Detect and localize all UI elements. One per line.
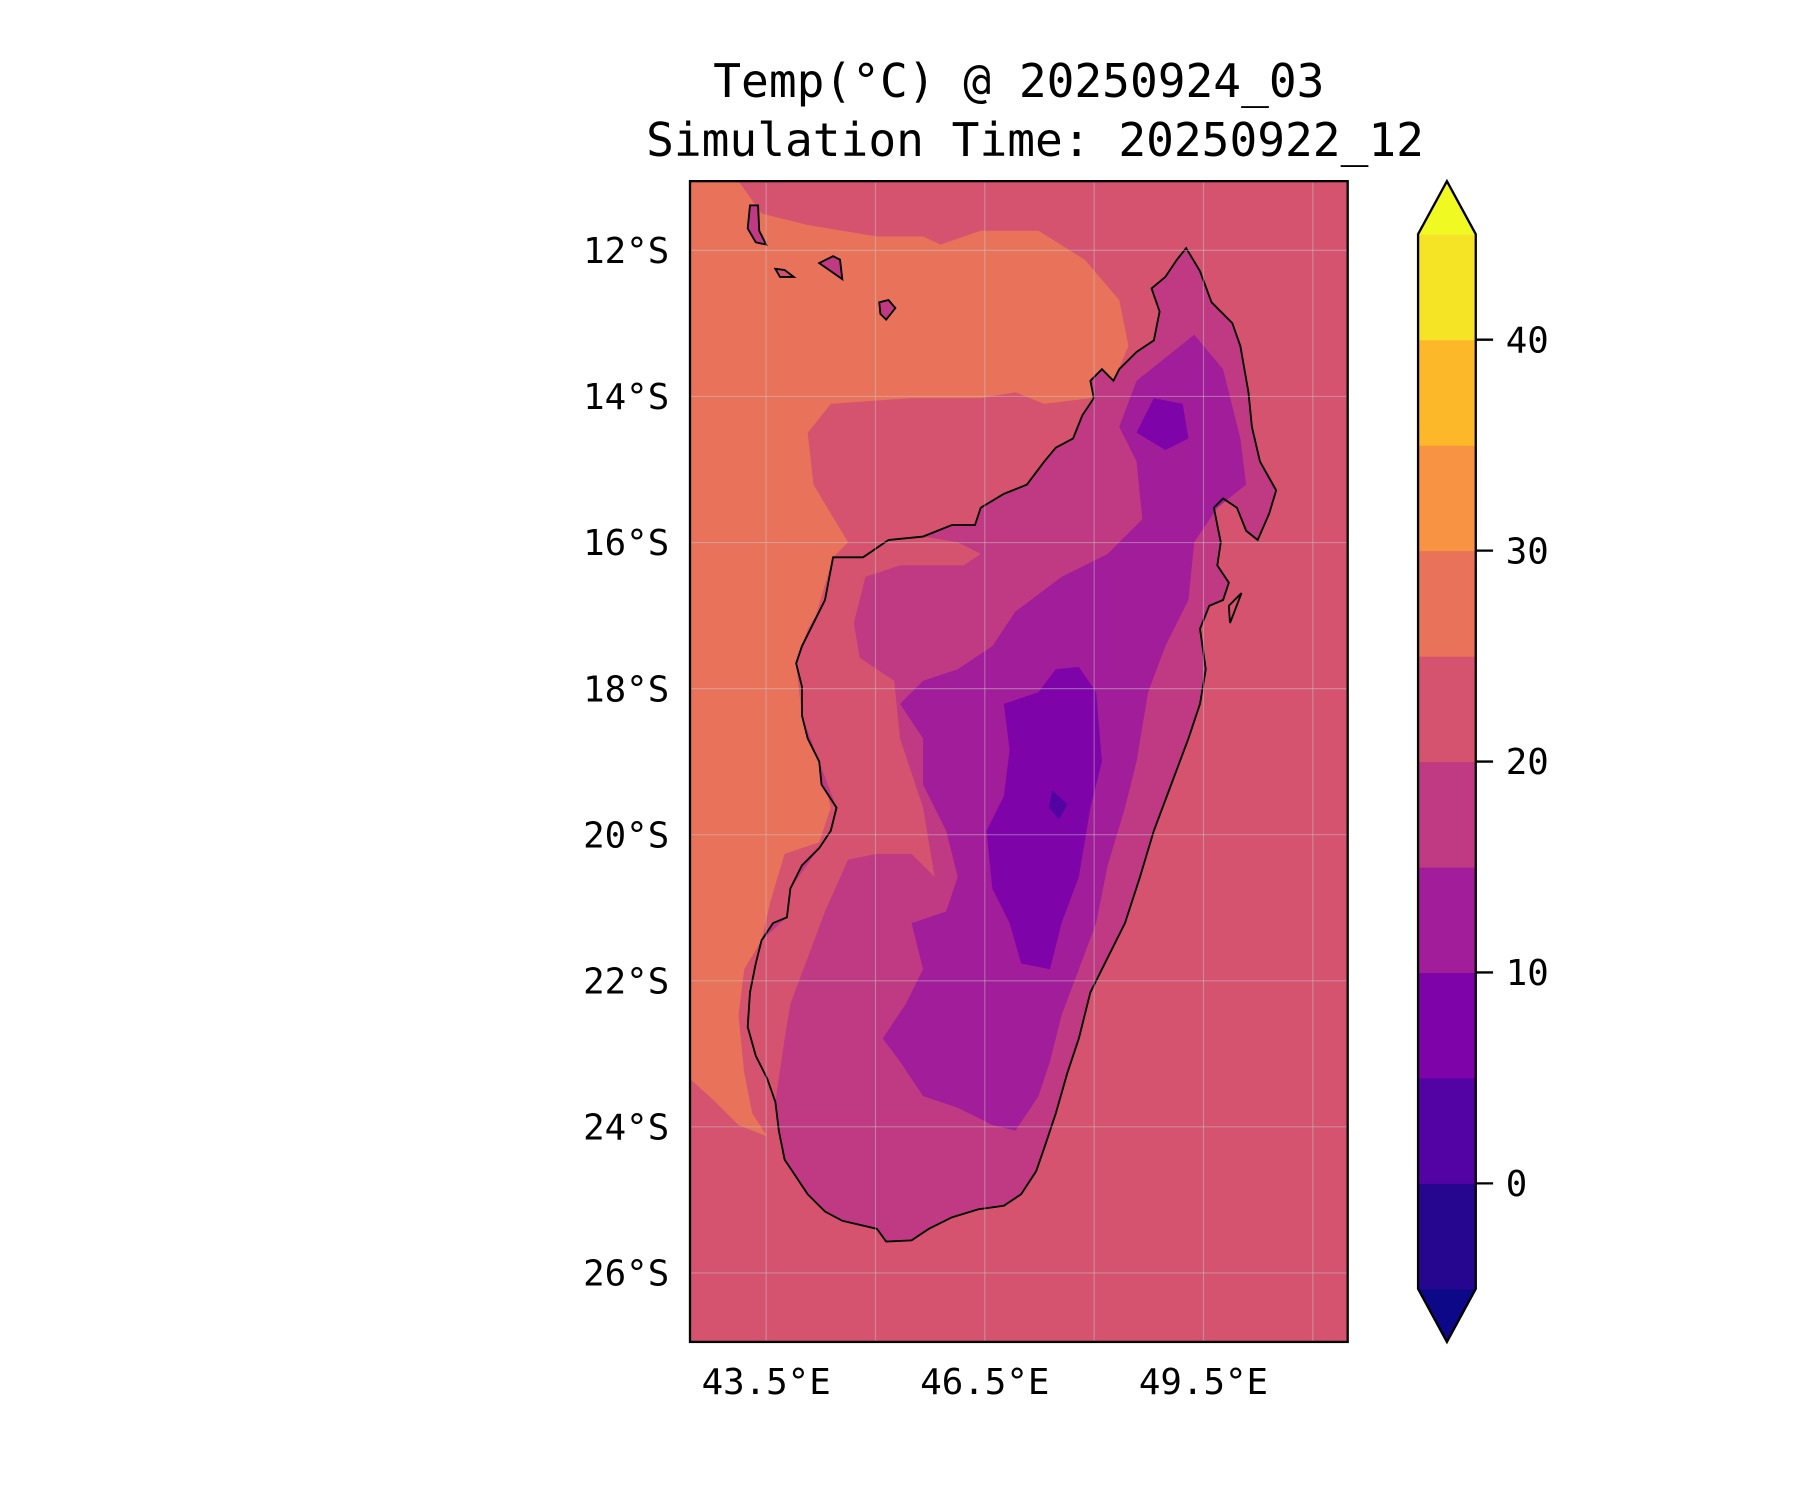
map-area xyxy=(689,181,1348,1342)
colorbar-extend-under xyxy=(1418,1288,1476,1342)
colorbar-segment xyxy=(1418,656,1476,763)
land-band-0-5 xyxy=(1048,790,1068,820)
colorbar-segment xyxy=(1418,1183,1476,1290)
ocean-band-25-30-west xyxy=(689,181,1129,1137)
colorbar-segment xyxy=(1418,1077,1476,1184)
lat-tick-label: 22°S xyxy=(583,961,669,1002)
colorbar-extend-over xyxy=(1418,181,1476,235)
lat-tick-label: 20°S xyxy=(583,815,669,856)
colorbar-segment xyxy=(1418,867,1476,974)
lat-tick-label: 12°S xyxy=(583,231,669,272)
colorbar-tick-label: 30 xyxy=(1506,531,1549,572)
chart-title-line-2: Simulation Time: 20250922_12 xyxy=(646,113,1424,167)
colorbar-tick-label: 10 xyxy=(1506,953,1549,994)
colorbar-tick-label: 40 xyxy=(1506,320,1549,361)
land-band-5-10 xyxy=(986,398,1189,970)
land-band-20-25-west-coast xyxy=(747,536,981,1102)
lon-tick-label: 46.5°E xyxy=(920,1362,1049,1403)
chart-title-line-1: Temp(°C) @ 20250924_03 xyxy=(713,54,1324,108)
lat-tick-label: 26°S xyxy=(583,1254,669,1295)
gridlines xyxy=(689,181,1348,1342)
colorbar-segment xyxy=(1418,445,1476,552)
colorbar-tick-label: 20 xyxy=(1506,742,1549,783)
lon-tick-label: 49.5°E xyxy=(1139,1362,1268,1403)
colorbar: 0 10 20 30 40 xyxy=(1416,178,1549,1345)
colorbar-segment xyxy=(1418,550,1476,657)
lat-tick-label: 24°S xyxy=(583,1108,669,1149)
axis-tick-labels: 12°S 14°S 16°S 18°S 20°S 22°S 24°S 26°S 43.5°E 46… xyxy=(583,231,1268,1403)
lat-tick-label: 16°S xyxy=(583,523,669,564)
lat-tick-label: 14°S xyxy=(583,377,669,418)
colorbar-tick-label: 0 xyxy=(1506,1164,1528,1205)
colorbar-segment xyxy=(1418,761,1476,868)
map-frame xyxy=(688,179,1349,1344)
coastline xyxy=(746,204,1278,1243)
colorbar-segment xyxy=(1418,339,1476,446)
lon-tick-label: 43.5°E xyxy=(702,1362,831,1403)
colorbar-outline xyxy=(1416,178,1477,1345)
lat-tick-label: 18°S xyxy=(583,669,669,710)
colorbar-segment xyxy=(1418,234,1476,341)
colorbar-segment xyxy=(1418,972,1476,1079)
